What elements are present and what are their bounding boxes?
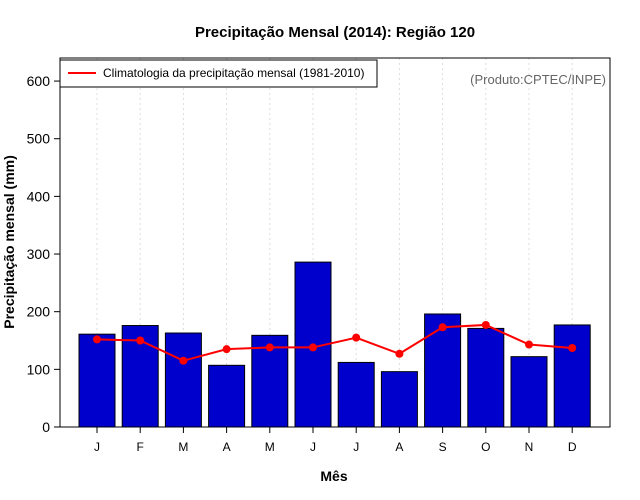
bar-1 <box>78 333 116 428</box>
bar-series <box>78 261 591 428</box>
x-tick-label-1: J <box>94 440 100 454</box>
bar-9 <box>424 313 462 428</box>
climatology-point-5 <box>265 343 274 352</box>
x-tick-label-2: F <box>137 440 144 454</box>
plot-frame <box>59 57 611 428</box>
climatology-point-9 <box>438 323 447 332</box>
legend-box <box>59 59 378 88</box>
x-tick-label-11: N <box>525 440 534 454</box>
x-tick-label-9: S <box>439 440 447 454</box>
legend-label: Climatologia da precipitação mensal (198… <box>103 66 364 80</box>
bar-4 <box>208 364 246 428</box>
x-tick-label-4: A <box>223 440 231 454</box>
y-tick-label-0: 0 <box>42 419 50 435</box>
bar-3 <box>164 332 202 428</box>
x-tick-label-6: J <box>310 440 316 454</box>
bar-12 <box>553 324 591 428</box>
climatology-point-4 <box>222 345 231 354</box>
climatology-point-10 <box>481 320 490 329</box>
x-tick-label-10: O <box>481 440 490 454</box>
y-tick-label-500: 500 <box>27 131 51 147</box>
climatology-point-8 <box>395 349 404 358</box>
y-axis: 0 100 200 300 400 500 600 <box>27 73 60 435</box>
bar-11 <box>510 356 548 428</box>
y-tick-label-100: 100 <box>27 361 51 377</box>
y-tick-label-400: 400 <box>27 188 51 204</box>
x-tick-label-12: D <box>568 440 577 454</box>
x-tick-label-8: A <box>395 440 403 454</box>
y-tick-label-600: 600 <box>27 73 51 89</box>
bar-8 <box>380 371 418 428</box>
credit-annotation: (Produto:CPTEC/INPE) <box>470 72 606 87</box>
y-tick-label-300: 300 <box>27 246 51 262</box>
legend: Climatologia da precipitação mensal (198… <box>59 59 378 88</box>
climatology-point-11 <box>525 340 533 349</box>
climatology-line <box>96 323 573 362</box>
bar-7 <box>337 361 375 428</box>
climatology-point-2 <box>136 336 145 345</box>
y-axis-title: Precipitação mensal (mm) <box>1 155 17 329</box>
climatology-point-3 <box>179 356 188 365</box>
grid-lines <box>96 58 573 427</box>
chart-title: Precipitação Mensal (2014): Região 120 <box>195 24 475 41</box>
climatology-point-6 <box>309 343 317 352</box>
x-tick-label-5: M <box>265 440 275 454</box>
climatology-point-7 <box>352 333 361 342</box>
climatology-series <box>93 320 577 365</box>
climatology-point-12 <box>568 344 577 353</box>
climatology-point-1 <box>93 335 101 344</box>
x-tick-label-7: J <box>353 440 359 454</box>
x-axis-title: Mês <box>320 468 347 484</box>
y-tick-label-200: 200 <box>27 304 51 320</box>
x-tick-label-3: M <box>178 440 188 454</box>
bar-10 <box>467 327 505 428</box>
